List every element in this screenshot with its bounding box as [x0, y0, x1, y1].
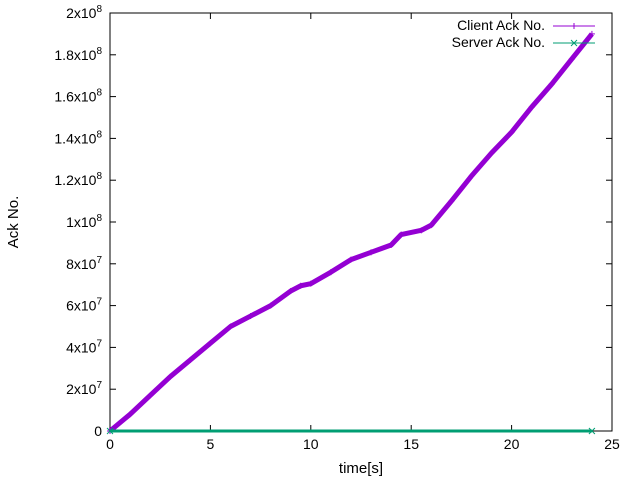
x-tick-label: 20 — [504, 436, 520, 452]
series-layer — [106, 30, 596, 435]
legend-marker — [571, 23, 577, 29]
data-point — [267, 302, 274, 309]
x-tick-label: 0 — [106, 436, 114, 452]
x-tick-label: 25 — [604, 436, 620, 452]
data-point — [307, 280, 314, 287]
data-point — [398, 231, 405, 238]
legend-marker — [570, 39, 578, 47]
data-point — [488, 150, 495, 157]
y-tick-label: 1.8x108 — [54, 46, 102, 63]
legend: Client Ack No.Server Ack No. — [452, 17, 595, 50]
legend-label: Server Ack No. — [452, 34, 545, 50]
data-point — [227, 323, 234, 330]
y-tick-label: 1.6x108 — [54, 88, 102, 105]
y-tick-label: 1.2x108 — [54, 171, 102, 188]
plot-frame — [109, 12, 613, 432]
legend-label: Client Ack No. — [457, 17, 545, 33]
y-tick-label: 1.4x108 — [54, 129, 102, 146]
data-point — [327, 269, 334, 276]
data-point — [106, 427, 114, 435]
data-point — [127, 411, 134, 418]
y-tick-label: 4x107 — [66, 338, 102, 355]
data-point — [568, 55, 575, 62]
data-point — [297, 282, 304, 289]
data-point — [247, 313, 254, 320]
data-point — [508, 129, 515, 136]
x-tick-label: 15 — [403, 436, 419, 452]
y-axis-label: Ack No. — [5, 196, 22, 249]
data-point — [187, 356, 194, 363]
data-point — [167, 373, 174, 380]
data-point — [287, 287, 294, 294]
y-tick-label: 2x107 — [66, 380, 102, 397]
data-point — [388, 241, 395, 248]
data-point — [428, 222, 435, 229]
y-tick-label: 2x108 — [66, 4, 102, 21]
data-point — [448, 198, 455, 205]
data-point — [207, 340, 214, 347]
data-point — [418, 227, 425, 234]
data-point — [588, 30, 595, 37]
x-axis-label: time[s] — [339, 460, 383, 477]
y-tick-label: 0 — [94, 423, 102, 439]
y-tick-label: 1x108 — [66, 213, 102, 230]
data-point — [468, 173, 475, 180]
x-tick-label: 5 — [207, 436, 215, 452]
data-point — [588, 427, 596, 435]
data-point — [347, 256, 354, 263]
axis-ticks: 0 5 10 15 20 25 0 2x107 4x107 6x107 8x107 1x108 1.2x… — [54, 4, 620, 452]
series-line-client — [108, 32, 594, 433]
data-point — [548, 81, 555, 88]
y-tick-label: 8x107 — [66, 255, 102, 272]
data-point — [528, 104, 535, 111]
data-point — [368, 249, 375, 256]
data-point — [147, 392, 154, 399]
x-tick-label: 10 — [303, 436, 319, 452]
y-tick-label: 6x107 — [66, 297, 102, 314]
